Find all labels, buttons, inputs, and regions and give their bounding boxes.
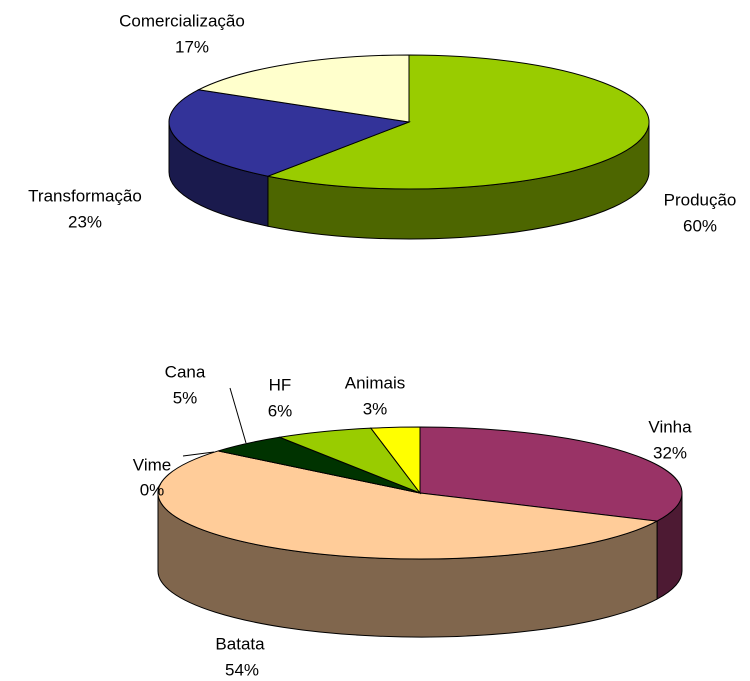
slice-label: HF — [269, 375, 292, 394]
slice-value-label: 54% — [225, 660, 259, 679]
slice-label: Vinha — [648, 417, 692, 436]
slice — [157, 450, 659, 560]
slice-label: Transformação — [28, 186, 142, 205]
slice — [197, 54, 410, 123]
slice-label: Produção — [664, 190, 737, 209]
slice-value-label: 60% — [683, 216, 717, 235]
slice-value-label: 3% — [363, 399, 388, 418]
slice-value-label: 0% — [140, 480, 165, 499]
slice-label: Animais — [345, 373, 405, 392]
slice — [266, 54, 650, 190]
leader-line — [182, 451, 215, 457]
slice-value-label: 23% — [68, 212, 102, 231]
leader-line — [229, 387, 247, 444]
slice-label: Comercialização — [119, 11, 245, 30]
slice-value-label: 5% — [173, 388, 198, 407]
slice-value-label: 17% — [175, 37, 209, 56]
slice-label: Vime — [133, 455, 171, 474]
slice-label: Batata — [215, 634, 265, 653]
slice — [369, 426, 421, 495]
slice — [419, 426, 683, 522]
slice — [168, 89, 411, 177]
slice-value-label: 6% — [268, 401, 293, 420]
slice-value-label: 32% — [653, 443, 687, 462]
slice-label: Cana — [165, 362, 206, 381]
